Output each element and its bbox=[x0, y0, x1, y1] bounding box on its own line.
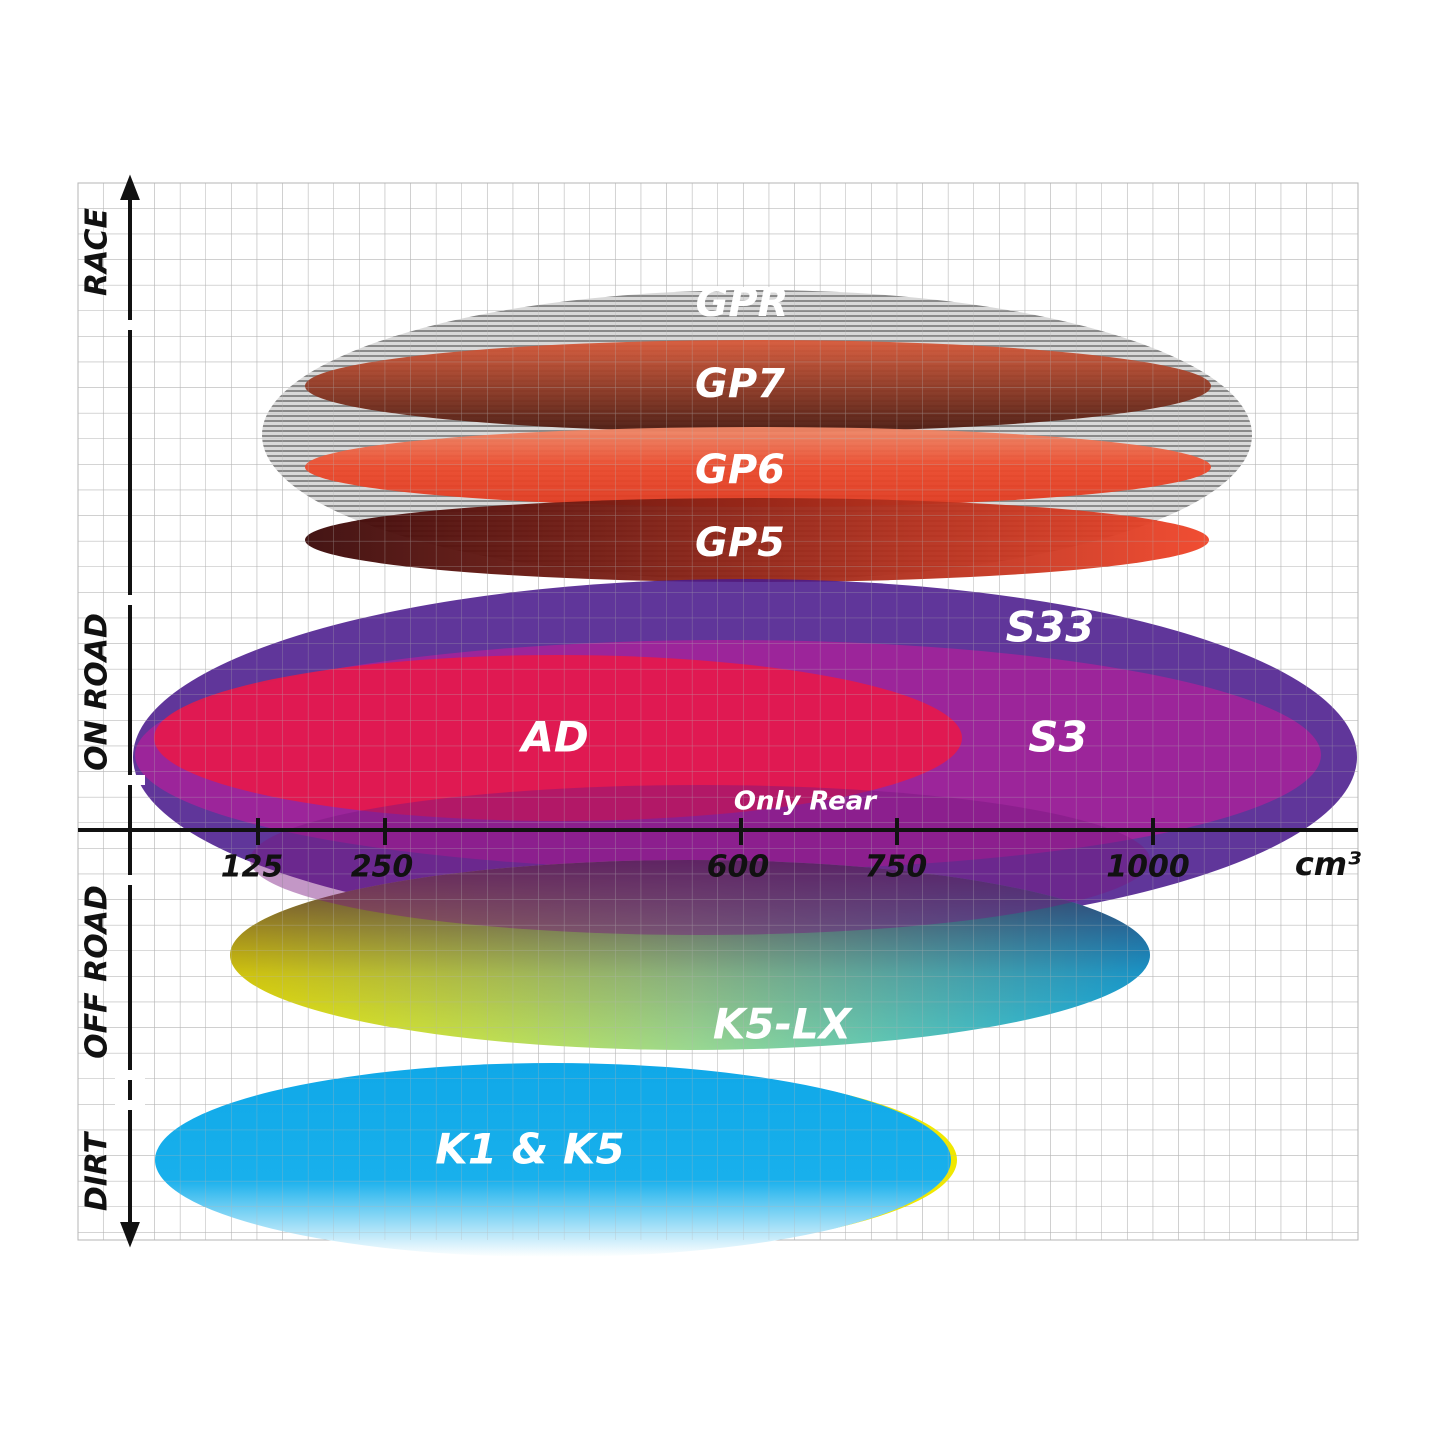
y-label: RACE bbox=[80, 208, 115, 296]
axes bbox=[78, 174, 1358, 1248]
tire-label: AD bbox=[518, 713, 588, 762]
grid-overlay bbox=[78, 183, 1358, 1240]
label-gaps bbox=[115, 320, 145, 1110]
arrow-down bbox=[120, 1222, 140, 1248]
tire-label: S3 bbox=[1028, 713, 1087, 762]
x-tick-label: 1000 bbox=[1106, 850, 1190, 885]
tire-label: K1 & K5 bbox=[435, 1125, 624, 1174]
y-label: ON ROAD bbox=[80, 613, 115, 771]
arrow-up bbox=[120, 174, 140, 200]
y-label: OFF ROAD bbox=[80, 885, 115, 1059]
tire-label: GP7 bbox=[695, 361, 785, 407]
tire-label: S33 bbox=[1006, 603, 1095, 652]
x-tick-label: 125 bbox=[221, 850, 284, 885]
x-unit: cm³ bbox=[1295, 845, 1361, 883]
x-tick-label: 250 bbox=[351, 850, 414, 885]
tire-label: GP5 bbox=[695, 520, 785, 566]
tire-label: Only Rear bbox=[734, 787, 878, 817]
tire-label: GPR bbox=[696, 280, 789, 326]
tire-label: K5-LX bbox=[713, 1000, 854, 1049]
x-tick-label: 600 bbox=[707, 850, 770, 885]
tire-label: GP6 bbox=[695, 447, 785, 493]
x-tick-label: 750 bbox=[865, 850, 928, 885]
y-label: DIRT bbox=[80, 1130, 115, 1211]
